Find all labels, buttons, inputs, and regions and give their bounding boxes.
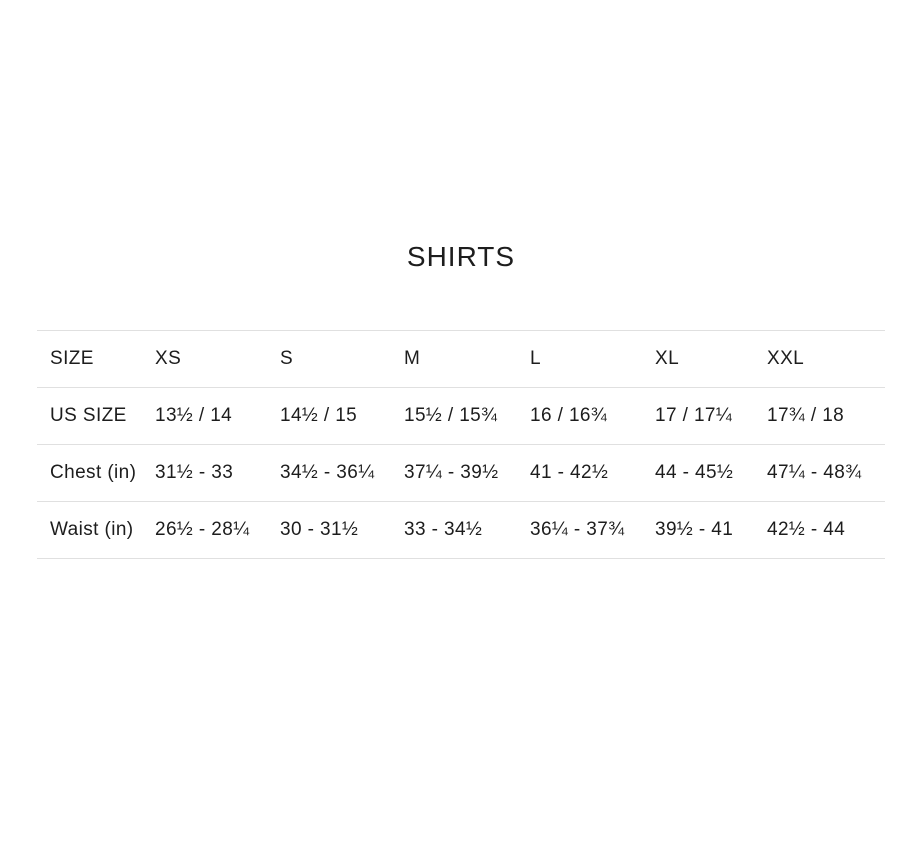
size-cell: 47¼ - 48¾	[767, 462, 862, 483]
size-cell: 34½ - 36¼	[280, 462, 375, 483]
size-cell: 36¼ - 37¾	[530, 519, 625, 540]
column-header-xs: XS	[155, 348, 182, 369]
size-cell: 15½ / 15¾	[404, 405, 498, 426]
size-cell: 44 - 45½	[655, 462, 734, 483]
table-row-us-size: US SIZE 13½ / 14 14½ / 15 15½ / 15¾ 16 /…	[37, 388, 885, 445]
size-cell: 16 / 16¾	[530, 405, 608, 426]
table-row-chest: Chest (in) 31½ - 33 34½ - 36¼ 37¼ - 39½ …	[37, 445, 885, 502]
size-cell: 13½ / 14	[155, 405, 233, 426]
column-header-s: S	[280, 348, 294, 369]
column-header-xxl: XXL	[767, 348, 805, 369]
size-cell: 39½ - 41	[655, 519, 734, 540]
size-cell: 37¼ - 39½	[404, 462, 499, 483]
size-cell: 30 - 31½	[280, 519, 359, 540]
size-cell: 17 / 17¼	[655, 405, 733, 426]
size-cell: 14½ / 15	[280, 405, 358, 426]
size-cell: 33 - 34½	[404, 519, 483, 540]
size-cell: 42½ - 44	[767, 519, 846, 540]
column-header-xl: XL	[655, 348, 680, 369]
column-header-m: M	[404, 348, 421, 369]
row-label: Waist (in)	[50, 519, 134, 540]
size-cell: 31½ - 33	[155, 462, 234, 483]
header-row: SIZE XS S M L XL XXL	[37, 331, 885, 388]
page-title: SHIRTS	[406, 241, 516, 272]
size-cell: 17¾ / 18	[767, 405, 845, 426]
column-header-l: L	[530, 348, 541, 369]
table-row-waist: Waist (in) 26½ - 28¼ 30 - 31½ 33 - 34½ 3…	[37, 502, 885, 559]
column-header-size: SIZE	[50, 348, 94, 369]
size-chart-table: SIZE XS S M L XL XXL US SIZE 13½ / 14 14…	[37, 330, 885, 559]
row-label: Chest (in)	[50, 462, 137, 483]
size-cell: 26½ - 28¼	[155, 519, 250, 540]
row-label: US SIZE	[50, 405, 127, 426]
size-cell: 41 - 42½	[530, 462, 609, 483]
